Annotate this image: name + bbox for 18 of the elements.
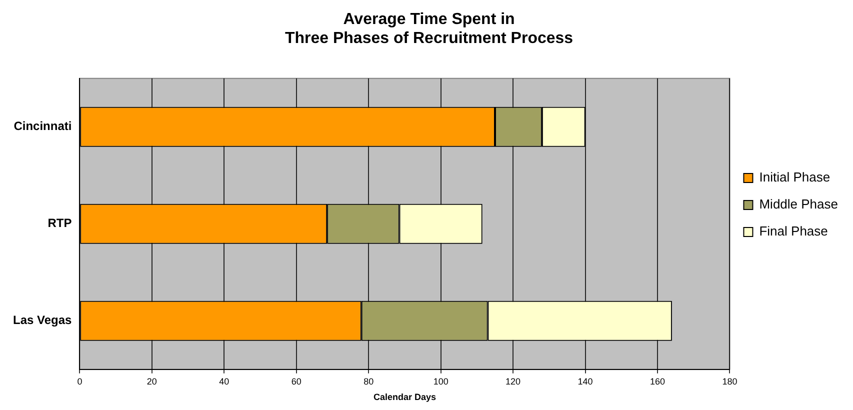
y-tick-label: Las Vegas xyxy=(12,313,72,328)
y-tick-label: RTP xyxy=(48,216,72,230)
x-axis-title: Calendar Days xyxy=(373,392,436,402)
legend-label: Initial Phase xyxy=(759,170,830,185)
x-tick-label: 120 xyxy=(506,376,521,386)
x-tick-label: 160 xyxy=(650,376,666,386)
x-tick-label: 60 xyxy=(291,376,302,386)
x-tick-label: 0 xyxy=(77,376,82,386)
chart-title: Average Time Spent in Three Phases of Recruitment Process xyxy=(284,11,574,48)
y-tick-label: Cincinnati xyxy=(14,119,72,134)
legend-label: Final Phase xyxy=(759,224,828,239)
x-tick-label: 100 xyxy=(433,376,448,386)
x-tick-label: 80 xyxy=(364,376,374,386)
x-tick-label: 40 xyxy=(219,376,230,386)
x-tick-label: 20 xyxy=(146,376,157,386)
legend-label: Middle Phase xyxy=(759,196,838,212)
x-tick-label: 180 xyxy=(722,376,738,386)
x-tick-label: 140 xyxy=(578,376,593,386)
